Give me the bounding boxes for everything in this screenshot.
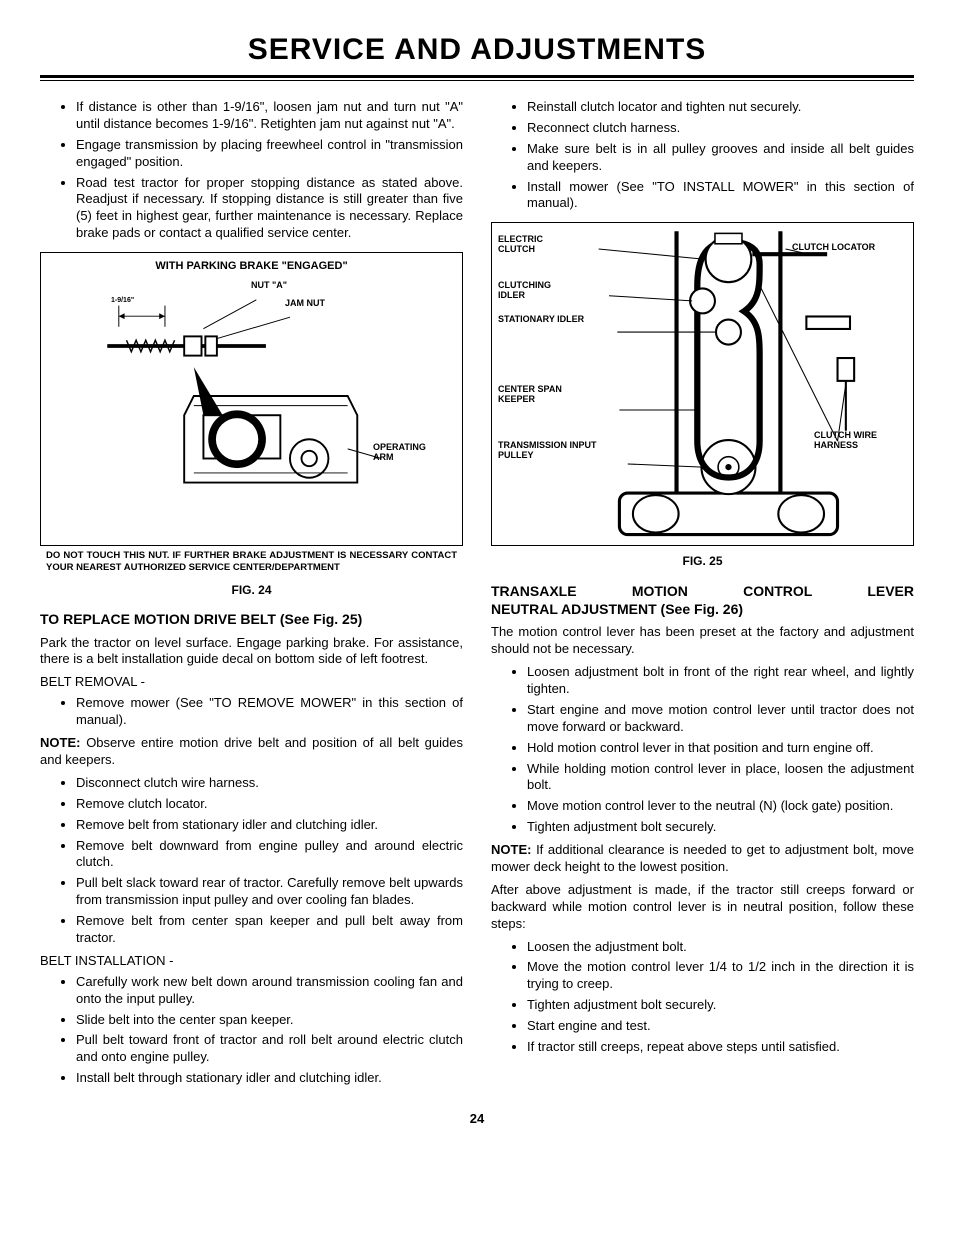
label-nut-a: NUT "A": [251, 281, 287, 291]
heading-replace-belt: TO REPLACE MOTION DRIVE BELT (See Fig. 2…: [40, 610, 463, 628]
label-clutching-idler: CLUTCHING IDLER: [498, 281, 578, 301]
heading-transaxle-adjust: TRANSAXLE MOTION CONTROL LEVER NEUTRAL A…: [491, 582, 914, 618]
list-item: Start engine and test.: [527, 1018, 914, 1035]
two-column-layout: If distance is other than 1-9/16", loose…: [40, 95, 914, 1091]
list-item: Slide belt into the center span keeper.: [76, 1012, 463, 1029]
subheading-belt-install: BELT INSTALLATION -: [40, 953, 463, 970]
bullet-list: Remove mower (See "TO REMOVE MOWER" in t…: [40, 695, 463, 729]
figure-25-box: ELECTRIC CLUTCH CLUTCH LOCATOR CLUTCHING…: [491, 222, 914, 546]
fig25-caption: FIG. 25: [491, 554, 914, 570]
list-item: Remove clutch locator.: [76, 796, 463, 813]
list-item: Move the motion control lever 1/4 to 1/2…: [527, 959, 914, 993]
list-item: Reinstall clutch locator and tighten nut…: [527, 99, 914, 116]
rule-thin: [40, 80, 914, 81]
right-top-bullets: Reinstall clutch locator and tighten nut…: [491, 99, 914, 212]
list-item: Reconnect clutch harness.: [527, 120, 914, 137]
bullet-list: Loosen the adjustment bolt. Move the mot…: [491, 939, 914, 1056]
note: NOTE: Observe entire motion drive belt a…: [40, 735, 463, 769]
list-item: Disconnect clutch wire harness.: [76, 775, 463, 792]
note: NOTE: If additional clearance is needed …: [491, 842, 914, 876]
list-item: Tighten adjustment bolt securely.: [527, 997, 914, 1014]
brake-diagram-icon: [41, 271, 462, 521]
list-item: If distance is other than 1-9/16", loose…: [76, 99, 463, 133]
list-item: Road test tractor for proper stopping di…: [76, 175, 463, 243]
list-item: Start engine and move motion control lev…: [527, 702, 914, 736]
list-item: Engage transmission by placing freewheel…: [76, 137, 463, 171]
fig24-caption: FIG. 24: [40, 583, 463, 599]
figure-24-box: WITH PARKING BRAKE "ENGAGED": [40, 252, 463, 546]
list-item: Hold motion control lever in that positi…: [527, 740, 914, 757]
fig24-warning: DO NOT TOUCH THIS NUT. IF FURTHER BRAKE …: [40, 550, 463, 575]
list-item: Remove belt from center span keeper and …: [76, 913, 463, 947]
label-operating-arm: OPERATING ARM: [373, 443, 443, 463]
bullet-list: Disconnect clutch wire harness. Remove c…: [40, 775, 463, 947]
label-electric-clutch: ELECTRIC CLUTCH: [498, 235, 568, 255]
rule-thick: [40, 75, 914, 78]
label-dist: 1-9/16": [111, 297, 134, 305]
list-item: Tighten adjustment bolt securely.: [527, 819, 914, 836]
list-item: Move motion control lever to the neutral…: [527, 798, 914, 815]
list-item: Pull belt slack toward rear of tractor. …: [76, 875, 463, 909]
label-stationary-idler: STATIONARY IDLER: [498, 315, 588, 325]
list-item: Make sure belt is in all pulley grooves …: [527, 141, 914, 175]
list-item: Carefully work new belt down around tran…: [76, 974, 463, 1008]
list-item: Install mower (See "TO INSTALL MOWER" in…: [527, 179, 914, 213]
list-item: Remove mower (See "TO REMOVE MOWER" in t…: [76, 695, 463, 729]
paragraph: The motion control lever has been preset…: [491, 624, 914, 658]
left-top-bullets: If distance is other than 1-9/16", loose…: [40, 99, 463, 242]
bullet-list: Loosen adjustment bolt in front of the r…: [491, 664, 914, 836]
paragraph: After above adjustment is made, if the t…: [491, 882, 914, 933]
label-jam-nut: JAM NUT: [285, 299, 325, 309]
list-item: Install belt through stationary idler an…: [76, 1070, 463, 1087]
list-item: Remove belt from stationary idler and cl…: [76, 817, 463, 834]
label-clutch-wire-harness: CLUTCH WIRE HARNESS: [814, 431, 884, 451]
list-item: Remove belt downward from engine pulley …: [76, 838, 463, 872]
left-column: If distance is other than 1-9/16", loose…: [40, 95, 463, 1091]
subheading-belt-removal: BELT REMOVAL -: [40, 674, 463, 691]
page-number: 24: [40, 1111, 914, 1128]
right-column: Reinstall clutch locator and tighten nut…: [491, 95, 914, 1091]
paragraph: Park the tractor on level surface. Engag…: [40, 635, 463, 669]
list-item: While holding motion control lever in pl…: [527, 761, 914, 795]
list-item: Loosen adjustment bolt in front of the r…: [527, 664, 914, 698]
list-item: If tractor still creeps, repeat above st…: [527, 1039, 914, 1056]
list-item: Loosen the adjustment bolt.: [527, 939, 914, 956]
list-item: Pull belt toward front of tractor and ro…: [76, 1032, 463, 1066]
label-clutch-locator: CLUTCH LOCATOR: [792, 243, 892, 253]
bullet-list: Carefully work new belt down around tran…: [40, 974, 463, 1087]
page-title: SERVICE AND ADJUSTMENTS: [40, 30, 914, 69]
label-trans-input-pulley: TRANSMISSION INPUT PULLEY: [498, 441, 608, 461]
label-center-span-keeper: CENTER SPAN KEEPER: [498, 385, 598, 405]
